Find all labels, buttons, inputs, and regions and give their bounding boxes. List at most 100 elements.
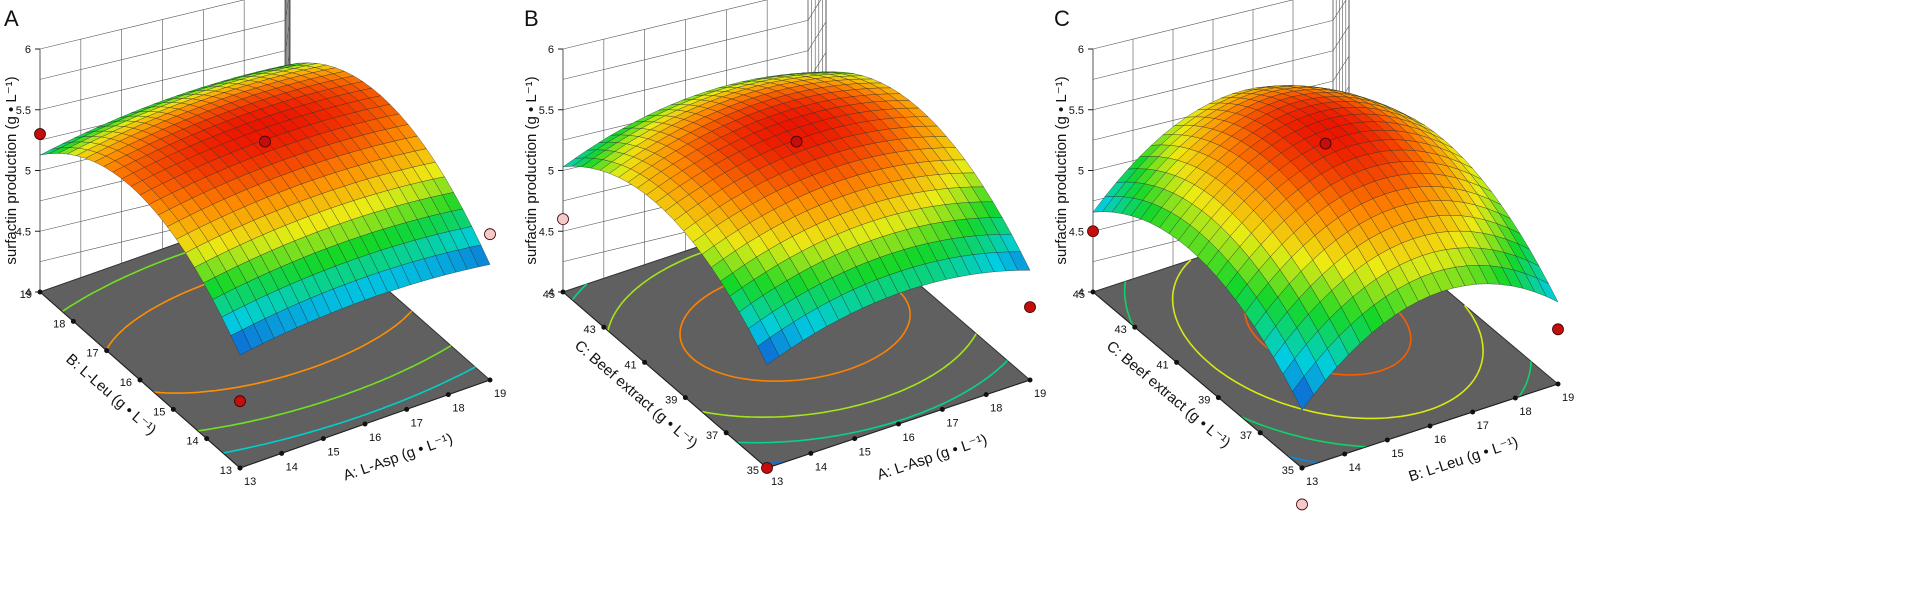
x-axis-title: A: L-Asp (g • L⁻¹) [875, 431, 989, 484]
z-tick-label: 5 [25, 166, 31, 178]
wall-grid-line [1332, 55, 1350, 82]
design-point [1087, 225, 1099, 238]
y-tick-dot [1299, 465, 1305, 471]
y-tick-dot [70, 318, 76, 324]
y-tick-dot [682, 395, 688, 401]
surface-facet [1292, 375, 1314, 411]
wall-grid-line [1332, 0, 1347, 21]
z-tick-label: 4 [25, 287, 31, 299]
x-tick-label: 15 [859, 447, 871, 459]
y-tick-label: 45 [1073, 289, 1085, 301]
design-point [234, 395, 246, 408]
z-tick-label: 5.5 [16, 105, 31, 117]
surface-facet [230, 329, 252, 356]
z-axis: 4 4.5 5 5.5 6 surfactin production (g • L⁻¹) [523, 44, 563, 299]
x-tick-dot [1512, 395, 1518, 401]
x-tick-dot [404, 406, 410, 412]
wall-grid-line [807, 21, 827, 51]
design-point [484, 228, 496, 241]
contour-lines [1123, 209, 1532, 464]
x-tick-dot [1470, 409, 1476, 415]
z-tick-label: 6 [25, 44, 31, 56]
x-tick-label: 18 [452, 403, 464, 415]
design-point [1024, 301, 1036, 314]
x-tick-label: 19 [494, 388, 506, 400]
x-tick-label: 14 [1349, 462, 1361, 474]
design-point [1552, 323, 1564, 336]
design-point [1319, 137, 1332, 150]
y-tick-dot [601, 324, 607, 330]
y-tick-label: 15 [153, 406, 165, 418]
y-tick-dot [642, 359, 648, 365]
x-tick-label: 15 [1391, 448, 1403, 460]
y-tick-label: 35 [1282, 465, 1294, 477]
x-tick-dot [896, 421, 901, 427]
z-tick-label: 5.5 [539, 105, 554, 117]
design-point [761, 462, 773, 474]
contour-line [1123, 209, 1532, 448]
y-tick-label: 39 [665, 395, 677, 407]
z-tick-label: 4.5 [1069, 226, 1084, 238]
z-axis: 4 4.5 5 5.5 6 surfactin production (g • L⁻¹) [3, 44, 40, 299]
x-tick-label: 19 [1034, 388, 1046, 400]
z-tick-label: 4.5 [539, 226, 554, 238]
x-tick-label: 18 [1519, 406, 1531, 418]
x-tick-label: 16 [903, 432, 915, 444]
x-tick-label: 17 [1477, 420, 1489, 432]
design-point [557, 213, 569, 226]
y-tick-dot [237, 465, 243, 471]
y-tick-label: 39 [1198, 395, 1210, 407]
z-tick-label: 6 [1078, 44, 1084, 56]
y-tick-dot [1257, 430, 1263, 436]
x-tick-label: 16 [1434, 434, 1446, 446]
x-tick-label: 14 [815, 461, 827, 473]
panel-c: C 4 4.5 5 5.5 6 surfactin production (g • L⁻¹)… [1053, 0, 1574, 511]
y-tick-label: 17 [86, 348, 98, 360]
z-tick-label: 4 [548, 287, 554, 299]
wall-grid-line [807, 0, 821, 21]
y-tick-label: 14 [186, 436, 198, 448]
x-tick-label: 19 [1562, 392, 1574, 404]
y-tick-label: 16 [120, 377, 132, 389]
y-tick-dot [170, 406, 176, 412]
x-axis-title: B: L-Leu (g • L⁻¹) [1407, 434, 1521, 486]
y-tick-label: 13 [220, 465, 232, 477]
contour-line [1287, 455, 1318, 464]
y-tick-label: 18 [53, 318, 65, 330]
x-tick-label: 13 [1306, 476, 1318, 488]
panel-label: C [1054, 6, 1070, 31]
x-tick-dot [983, 392, 989, 398]
x-tick-dot [808, 450, 814, 456]
z-axis-title: surfactin production (g • L⁻¹) [3, 76, 20, 264]
x-tick-dot [320, 436, 326, 442]
y-tick-label: 41 [624, 359, 636, 371]
z-axis-title: surfactin production (g • L⁻¹) [523, 76, 540, 264]
y-tick-dot [1132, 324, 1138, 330]
z-tick-label: 5.5 [1069, 105, 1084, 117]
x-tick-dot [445, 392, 451, 398]
design-point [1296, 498, 1308, 511]
y-tick-dot [204, 436, 210, 442]
surface-facet [757, 337, 780, 365]
x-tick-label: 14 [286, 461, 298, 473]
y-tick-label: 43 [584, 324, 596, 336]
x-tick-label: 13 [771, 476, 783, 488]
panel-label: A [4, 6, 19, 31]
y-tick-dot [37, 289, 43, 295]
z-tick-label: 6 [548, 44, 554, 56]
contour-line [1171, 230, 1484, 420]
contour-line [105, 254, 413, 394]
z-tick-label: 4.5 [16, 226, 31, 238]
panel-a: A 4 4.5 5 5.5 6 surfactin production (g • L⁻¹)… [3, 0, 506, 488]
y-tick-label: 45 [543, 289, 555, 301]
y-tick-dot [137, 377, 143, 383]
design-point [259, 135, 271, 148]
y-tick-dot [1215, 395, 1221, 401]
y-axis-line [1092, 291, 1303, 469]
panel-b: B 4 4.5 5 5.5 6 surfactin production (g • L⁻¹)… [523, 0, 1046, 488]
response-surface [39, 62, 491, 356]
y-tick-label: 19 [20, 289, 32, 301]
design-point [790, 135, 803, 148]
y-axis-line [562, 291, 768, 469]
